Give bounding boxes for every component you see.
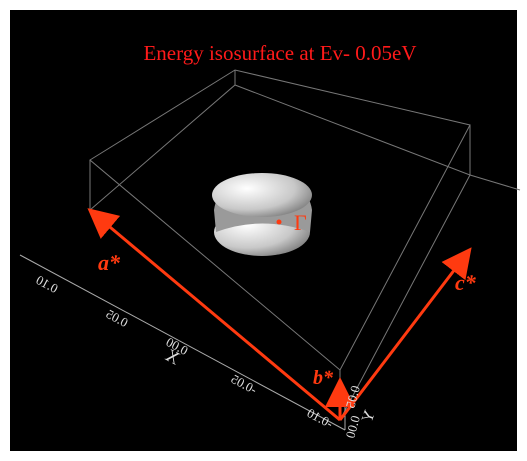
figure: Energy isosurface at Ev- 0.05eV a* b* c*… — [0, 0, 527, 461]
label-gamma: Γ — [294, 210, 307, 235]
gamma-point — [277, 220, 282, 225]
label-a: a* — [98, 250, 121, 275]
label-c: c* — [455, 270, 477, 295]
label-b: b* — [313, 367, 334, 389]
title: Energy isosurface at Ev- 0.05eV — [143, 41, 416, 65]
